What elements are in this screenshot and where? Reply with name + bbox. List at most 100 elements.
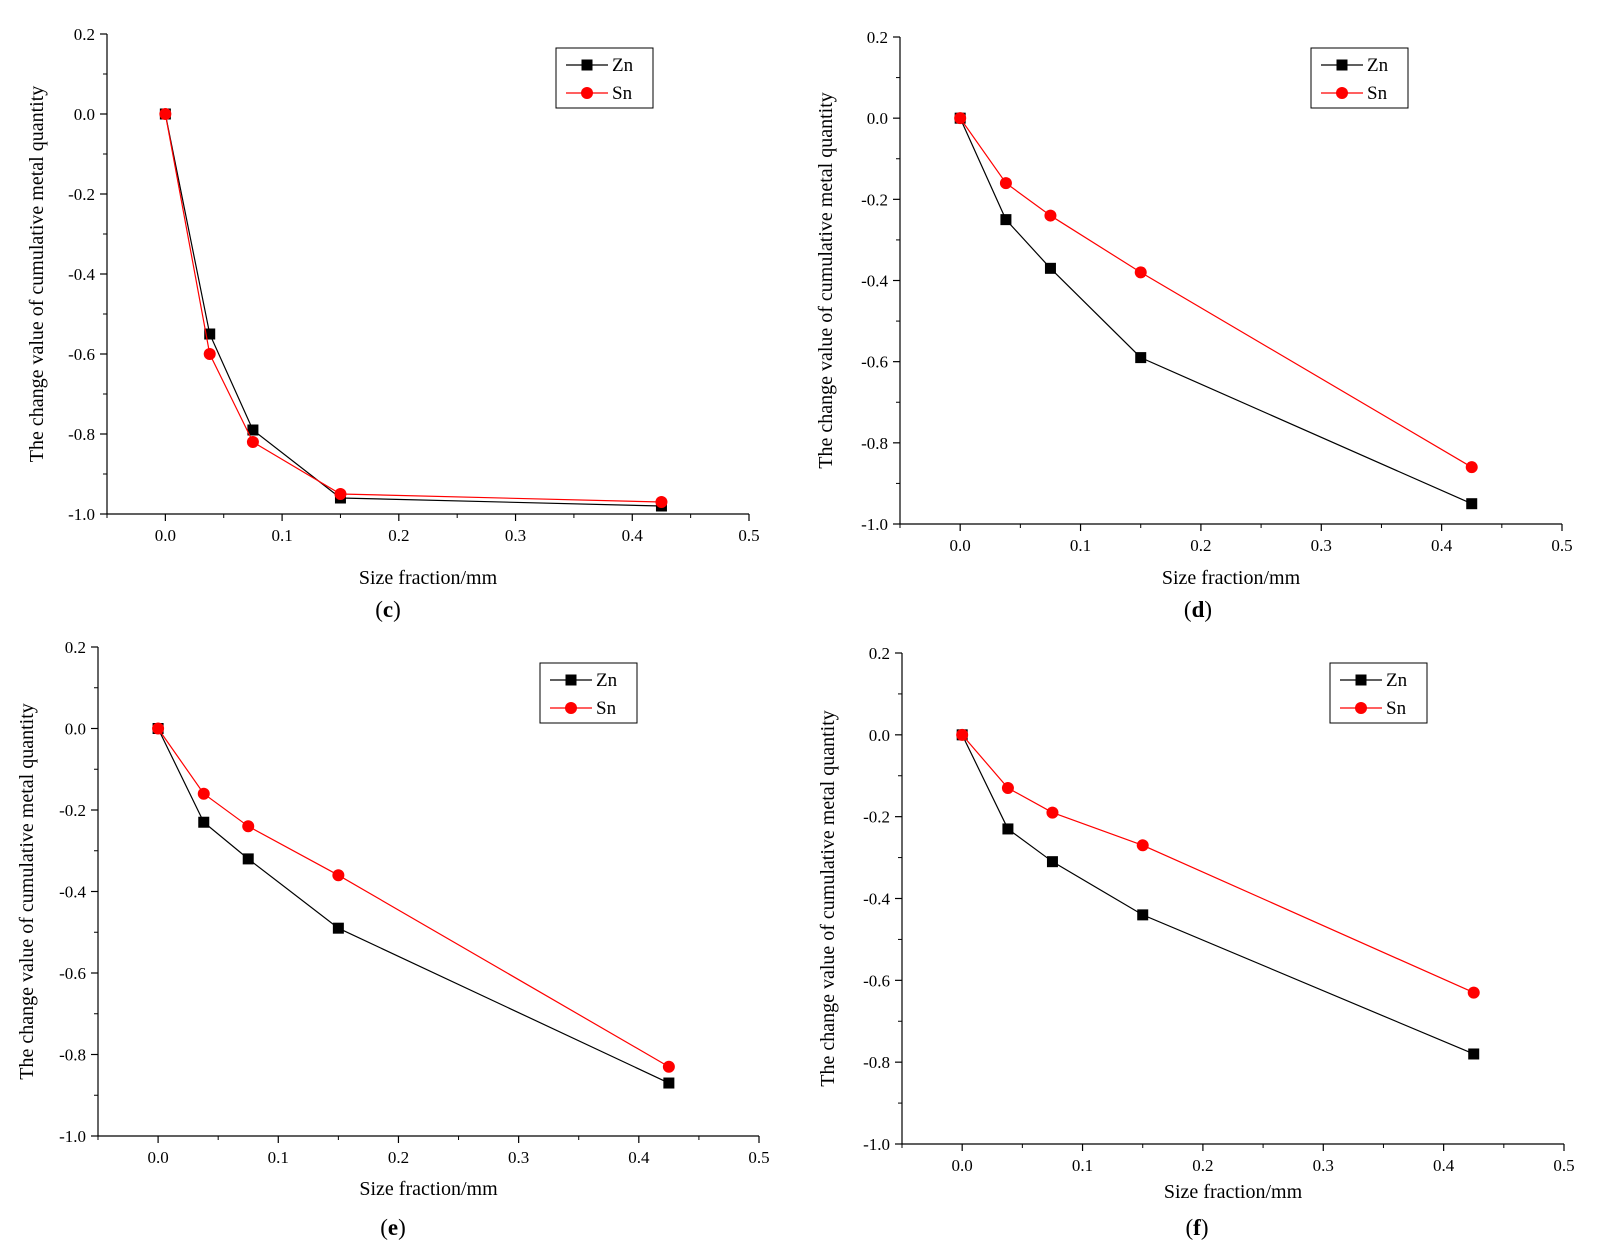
x-tick-label: 0.0 — [952, 1156, 973, 1175]
data-point-sn — [999, 177, 1012, 190]
data-point-zn — [247, 424, 259, 436]
legend-marker-sn — [1355, 702, 1367, 714]
y-tick-label: -0.4 — [863, 890, 890, 909]
legend-marker-sn — [1336, 87, 1348, 99]
y-tick-label: -0.6 — [59, 964, 86, 983]
panel-label-open: ( — [1184, 597, 1192, 622]
data-point-zn — [204, 328, 216, 340]
y-tick-label: 0.2 — [867, 28, 888, 47]
y-axis-title: The change value of cumulative metal qua… — [16, 703, 38, 1080]
panel-label: (f) — [1185, 1215, 1208, 1240]
data-point-zn — [1044, 262, 1056, 274]
series-line-sn — [157, 728, 670, 1068]
data-point-sn — [1044, 209, 1057, 222]
data-point-sn — [334, 488, 347, 500]
y-tick-label: -0.8 — [68, 425, 95, 444]
data-point-sn — [954, 112, 967, 125]
legend-label-zn: Zn — [612, 55, 634, 76]
data-point-zn — [1135, 352, 1147, 364]
x-tick-label: 0.5 — [1553, 1156, 1574, 1175]
panel-label-close: ) — [393, 597, 401, 622]
panel-label: (d) — [1184, 597, 1212, 622]
y-tick-label: -0.4 — [59, 883, 86, 902]
legend-label-zn: Zn — [1386, 670, 1408, 691]
x-axis-title: Size fraction/mm — [359, 1178, 498, 1200]
y-tick-label: 0.0 — [74, 105, 95, 124]
data-point-sn — [1134, 266, 1147, 279]
y-tick-label: -0.4 — [861, 272, 888, 291]
y-tick-label: 0.2 — [869, 644, 890, 663]
panel-label-open: ( — [380, 1215, 388, 1240]
y-tick-label: 0.2 — [65, 638, 86, 657]
y-tick-label: -0.8 — [59, 1046, 86, 1065]
legend-marker-zn — [565, 674, 577, 686]
y-tick-label: -0.8 — [863, 1053, 890, 1072]
y-axis-title: The change value of cumulative metal qua… — [815, 92, 837, 469]
legend-marker-zn — [581, 59, 593, 71]
x-tick-label: 0.2 — [1192, 1156, 1213, 1175]
data-point-sn — [152, 722, 165, 735]
y-tick-label: -0.6 — [863, 971, 890, 990]
panel-label-close: ) — [1204, 597, 1212, 622]
data-point-sn — [662, 1060, 675, 1073]
legend-marker-zn — [1336, 59, 1348, 71]
panel-label-letter: e — [388, 1215, 398, 1240]
data-point-zn — [332, 922, 344, 934]
x-tick-label: 0.1 — [1072, 1156, 1093, 1175]
y-tick-label: 0.0 — [869, 726, 890, 745]
data-point-zn — [1046, 856, 1058, 868]
panel-label-letter: d — [1192, 597, 1205, 622]
y-tick-label: 0.2 — [74, 25, 95, 44]
x-axis-title: Size fraction/mm — [359, 567, 498, 589]
x-tick-label: 0.5 — [748, 1148, 769, 1167]
data-point-zn — [198, 816, 210, 828]
chart-panel-c: 0.2 0.0 -0.2 -0.4 -0.6 -0.8 -1.0 0.0 0.1 0.2 0.3 0.… — [26, 25, 760, 622]
series-line-sn — [961, 734, 1474, 994]
panel-label-close: ) — [398, 1215, 406, 1240]
legend-box — [539, 662, 638, 724]
y-tick-label: -1.0 — [861, 515, 888, 534]
y-tick-label: -0.8 — [861, 434, 888, 453]
y-tick-label: -0.6 — [68, 345, 95, 364]
x-tick-label: 0.2 — [1190, 536, 1211, 555]
legend-label-sn: Sn — [1367, 83, 1388, 104]
chart-panel-e: 0.2 0.0 -0.2 -0.4 -0.6 -0.8 -1.0 0.0 0.1 0.2 0.3 0.… — [16, 638, 770, 1240]
legend-label-zn: Zn — [1367, 55, 1389, 76]
x-axis-title: Size fraction/mm — [1164, 1181, 1303, 1203]
x-tick-label: 0.5 — [738, 526, 759, 545]
y-tick-label: -1.0 — [863, 1135, 890, 1154]
y-tick-label: 0.0 — [65, 720, 86, 739]
y-tick-label: -0.2 — [861, 190, 888, 209]
chart-panel-f: 0.2 0.0 -0.2 -0.4 -0.6 -0.8 -1.0 0.0 0.1 0.2 0.3 0.… — [817, 644, 1575, 1240]
series-line-zn — [157, 728, 670, 1084]
data-point-zn — [1137, 909, 1149, 921]
x-tick-label: 0.3 — [1313, 1156, 1334, 1175]
x-tick-label: 0.4 — [622, 526, 644, 545]
x-tick-label: 0.4 — [1433, 1156, 1455, 1175]
x-tick-label: 0.4 — [628, 1148, 650, 1167]
y-tick-label: -1.0 — [59, 1127, 86, 1146]
legend-box — [1329, 662, 1428, 724]
y-tick-label: 0.0 — [867, 109, 888, 128]
legend-label-sn: Sn — [1386, 698, 1407, 719]
y-tick-label: -0.4 — [68, 265, 95, 284]
data-point-sn — [1465, 461, 1478, 474]
y-tick-label: -0.2 — [68, 185, 95, 204]
chart-panel-d: 0.2 0.0 -0.2 -0.4 -0.6 -0.8 -1.0 0.0 0.1 0.2 0.3 0.… — [815, 28, 1573, 622]
series-line-zn — [164, 113, 662, 507]
legend-label-sn: Sn — [596, 698, 617, 719]
panel-label-letter: c — [383, 597, 393, 622]
data-point-sn — [1136, 839, 1149, 852]
data-point-sn — [246, 436, 259, 448]
data-point-sn — [197, 787, 210, 800]
legend-marker-zn — [1355, 674, 1367, 686]
data-point-sn — [332, 869, 345, 882]
panel-label-letter: f — [1193, 1215, 1201, 1240]
data-point-zn — [1466, 498, 1478, 510]
legend-marker-sn — [565, 702, 577, 714]
y-axis-title: The change value of cumulative metal qua… — [26, 86, 48, 463]
legend-label-zn: Zn — [596, 670, 618, 691]
data-point-sn — [203, 348, 216, 360]
x-tick-label: 0.3 — [505, 526, 526, 545]
